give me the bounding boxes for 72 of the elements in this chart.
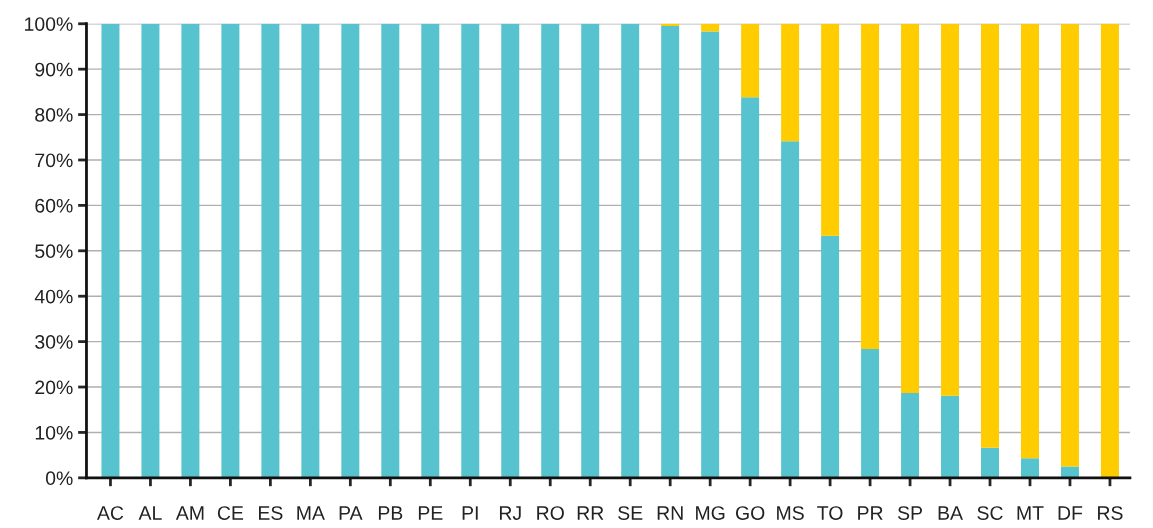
bar bbox=[741, 97, 760, 478]
bar bbox=[101, 23, 120, 478]
bar bbox=[821, 235, 840, 478]
x-tick-label: AL bbox=[138, 506, 162, 520]
bar bbox=[861, 348, 880, 478]
bar bbox=[821, 23, 840, 236]
x-tick-label: PA bbox=[339, 506, 363, 520]
bar bbox=[261, 23, 280, 478]
y-tick-label: 20% bbox=[35, 380, 73, 395]
bar bbox=[141, 23, 160, 478]
bar bbox=[1060, 23, 1079, 467]
bar bbox=[581, 23, 600, 478]
x-tick-label: PI bbox=[462, 506, 478, 520]
y-tick-label: 100% bbox=[25, 17, 73, 31]
x-tick-label: MG bbox=[696, 506, 725, 520]
x-tick-label: SE bbox=[618, 506, 643, 520]
bar bbox=[941, 23, 960, 396]
x-tick-label: RJ bbox=[499, 506, 521, 520]
x-tick-label: BA bbox=[938, 506, 963, 520]
x-tick-label: DF bbox=[1058, 506, 1083, 520]
bar bbox=[701, 31, 720, 478]
bar bbox=[501, 23, 520, 478]
bar bbox=[981, 23, 1000, 448]
y-tick-label: 50% bbox=[35, 244, 73, 259]
y-tick-label: 60% bbox=[35, 198, 73, 213]
bar bbox=[661, 26, 680, 478]
x-tick-label: PR bbox=[858, 506, 883, 520]
x-tick-label: PE bbox=[418, 506, 443, 520]
bar bbox=[621, 23, 640, 478]
bar bbox=[221, 23, 240, 478]
bar bbox=[1100, 23, 1119, 478]
bar bbox=[341, 23, 360, 478]
x-tick-label: RO bbox=[537, 506, 564, 520]
bar bbox=[941, 395, 960, 478]
x-tick-label: PB bbox=[378, 506, 403, 520]
bar bbox=[901, 392, 920, 478]
x-tick-label: RN bbox=[657, 506, 683, 520]
x-tick-label: SC bbox=[977, 506, 1003, 520]
bar bbox=[421, 23, 440, 478]
y-tick-label: 80% bbox=[35, 108, 73, 122]
bar bbox=[781, 141, 800, 478]
bar bbox=[1021, 458, 1039, 478]
bar bbox=[701, 23, 720, 32]
bar bbox=[981, 447, 1000, 478]
y-tick-label: 40% bbox=[34, 289, 73, 304]
bar bbox=[901, 23, 920, 393]
bar bbox=[381, 23, 400, 478]
y-tick-label: 90% bbox=[35, 62, 73, 77]
bar bbox=[181, 23, 200, 478]
bar bbox=[1021, 23, 1039, 459]
bar bbox=[301, 23, 320, 478]
x-tick-label: RR bbox=[577, 506, 604, 520]
x-tick-label: CE bbox=[217, 506, 244, 520]
bar bbox=[461, 23, 480, 478]
x-tick-label: TO bbox=[817, 506, 843, 520]
x-tick-label: SP bbox=[897, 506, 922, 520]
bar bbox=[861, 23, 880, 349]
y-tick-label: 10% bbox=[35, 425, 73, 440]
x-tick-label: MS bbox=[777, 506, 804, 520]
x-tick-label: GO bbox=[735, 506, 765, 520]
bar bbox=[541, 23, 560, 478]
x-tick-label: ES bbox=[259, 506, 283, 520]
bar bbox=[741, 23, 760, 98]
x-tick-label: AC bbox=[97, 506, 124, 520]
y-tick-label: 30% bbox=[35, 335, 73, 349]
y-tick-label: 70% bbox=[35, 153, 73, 168]
y-tick-label: 0% bbox=[45, 471, 73, 486]
x-tick-label: MT bbox=[1017, 506, 1044, 520]
x-tick-label: AM bbox=[175, 506, 204, 520]
x-tick-label: MA bbox=[297, 506, 325, 520]
bar bbox=[781, 23, 800, 142]
x-tick-label: RS bbox=[1098, 506, 1123, 520]
